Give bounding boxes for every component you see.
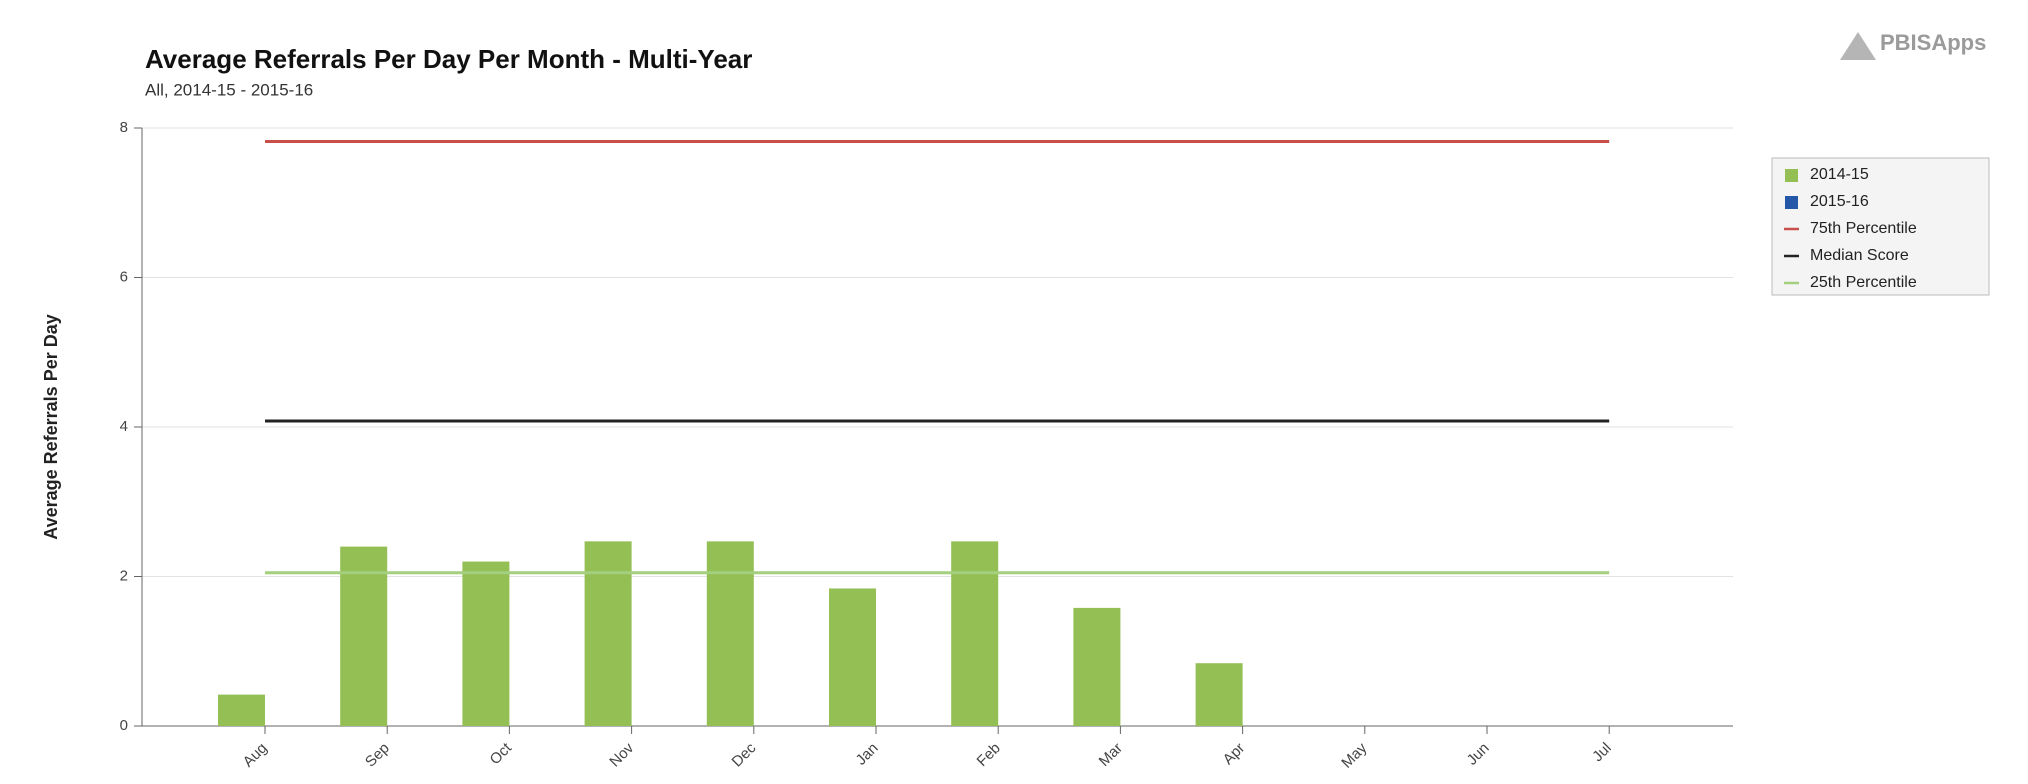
bar [706,541,754,726]
x-tick-label: Feb [974,740,1004,770]
x-tick-label: Jul [1589,740,1615,766]
logo-text: PBISApps [1880,30,1986,55]
x-tick-label: Mar [1096,740,1126,770]
logo-icon [1840,32,1876,60]
x-tick-label: Jun [1464,740,1493,769]
y-axis-title: Average Referrals Per Day [41,314,61,539]
legend-swatch [1785,169,1798,182]
y-tick-label: 4 [120,418,128,435]
legend-label: Median Score [1810,247,1909,264]
x-tick-label: Jan [853,740,882,769]
legend-label: 25th Percentile [1810,274,1917,291]
bar [829,588,876,726]
x-tick-label: Oct [487,739,516,768]
bar [1073,607,1121,726]
y-tick-label: 8 [120,119,128,136]
bar [584,541,632,726]
y-tick-label: 2 [120,567,128,584]
bar [462,561,510,726]
legend-label: 2014-15 [1810,166,1869,183]
logo: PBISApps [1840,30,1986,60]
legend-box [1771,157,1990,296]
x-tick-label: Apr [1220,740,1249,769]
bar [218,694,265,726]
y-tick-label: 0 [120,717,128,734]
legend-label: 75th Percentile [1810,220,1917,237]
chart-subtitle: All, 2014-15 - 2015-16 [145,80,313,99]
x-tick-label: May [1338,739,1370,771]
y-tick-label: 6 [120,268,128,285]
legend-label: 2015-16 [1810,193,1869,210]
bar [951,541,999,726]
x-tick-label: Aug [240,740,271,771]
legend-swatch [1785,196,1798,209]
bar [340,546,388,726]
x-tick-label: Nov [606,739,637,770]
x-tick-label: Sep [362,740,393,771]
x-tick-label: Dec [729,739,760,770]
bar [1195,663,1243,726]
chart-title: Average Referrals Per Day Per Month - Mu… [145,44,752,74]
